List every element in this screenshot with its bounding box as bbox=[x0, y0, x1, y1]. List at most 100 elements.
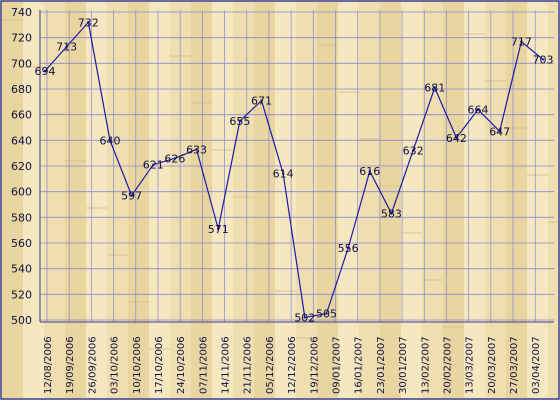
y-tick-label: 520 bbox=[11, 288, 32, 301]
data-point bbox=[87, 21, 90, 24]
data-label: 717 bbox=[511, 36, 532, 49]
data-label: 621 bbox=[143, 159, 164, 172]
wood-plank bbox=[149, 2, 170, 398]
y-tick-label: 560 bbox=[11, 237, 32, 250]
grid-lines bbox=[39, 10, 554, 323]
y-tick-label: 680 bbox=[11, 83, 32, 96]
data-point bbox=[390, 212, 393, 215]
y-tick-label: 700 bbox=[11, 57, 32, 70]
wood-plank bbox=[23, 2, 44, 398]
y-tick-label: 620 bbox=[11, 160, 32, 173]
x-tick-label: 13/03/2007 bbox=[465, 336, 476, 394]
x-tick-label: 10/10/2006 bbox=[132, 336, 143, 394]
wood-plank bbox=[296, 2, 317, 398]
y-tick-label: 720 bbox=[11, 32, 32, 45]
y-tick-label: 600 bbox=[11, 186, 32, 199]
y-tick-label: 640 bbox=[11, 134, 32, 147]
data-point bbox=[455, 136, 458, 139]
data-label: 583 bbox=[381, 207, 402, 220]
data-point bbox=[346, 246, 350, 250]
data-point bbox=[433, 86, 436, 89]
x-tick-label: 09/01/2007 bbox=[332, 336, 343, 394]
x-tick-label: 05/12/2006 bbox=[265, 336, 276, 394]
wood-background bbox=[2, 2, 558, 398]
data-label: 671 bbox=[251, 95, 272, 108]
x-tick-label: 14/11/2006 bbox=[221, 336, 232, 394]
series-polyline bbox=[44, 20, 544, 319]
wood-plank bbox=[359, 2, 380, 398]
x-tick-label: 26/09/2006 bbox=[87, 336, 98, 394]
x-tick-label: 19/09/2006 bbox=[65, 336, 76, 394]
data-label: 703 bbox=[533, 53, 554, 66]
data-point bbox=[476, 108, 480, 111]
series-line bbox=[43, 20, 545, 319]
y-tick-label: 500 bbox=[11, 314, 32, 327]
x-tick-label: 12/12/2006 bbox=[287, 336, 298, 394]
data-point bbox=[195, 148, 198, 151]
y-tick-label: 740 bbox=[11, 6, 32, 19]
data-label: 713 bbox=[56, 41, 77, 54]
wood-plank bbox=[464, 2, 485, 398]
wood-plank bbox=[401, 2, 422, 398]
x-tick-label: 24/10/2006 bbox=[176, 336, 187, 394]
data-point bbox=[173, 157, 177, 160]
wood-plank bbox=[233, 2, 254, 398]
data-point bbox=[217, 227, 220, 231]
x-tick-label: 07/11/2006 bbox=[198, 336, 209, 394]
x-tick-label: 03/04/2007 bbox=[531, 336, 542, 394]
x-axis-ticks: 12/08/2006 19/09/2006 26/09/2006 03/10/2006… bbox=[43, 336, 542, 394]
data-label: 647 bbox=[489, 125, 510, 138]
wood-plank bbox=[65, 2, 86, 398]
data-label: 505 bbox=[316, 308, 337, 321]
data-point bbox=[368, 169, 371, 173]
data-point bbox=[541, 58, 545, 61]
y-tick-label: 540 bbox=[11, 263, 32, 276]
data-label: 642 bbox=[446, 132, 467, 145]
data-point bbox=[260, 99, 263, 102]
wood-plank bbox=[275, 2, 296, 398]
data-label: 616 bbox=[359, 165, 380, 178]
wood-plank bbox=[212, 2, 233, 398]
x-tick-label: 19/12/2006 bbox=[309, 336, 320, 394]
wood-plank bbox=[485, 2, 506, 398]
x-tick-label: 16/01/2007 bbox=[354, 336, 365, 394]
x-tick-label: 21/11/2006 bbox=[243, 336, 254, 394]
data-label: 502 bbox=[294, 311, 315, 324]
wood-plank bbox=[527, 2, 548, 398]
x-tick-label: 20/02/2007 bbox=[442, 336, 453, 394]
x-tick-label: 27/03/2007 bbox=[509, 336, 520, 394]
data-point bbox=[130, 194, 133, 197]
data-point bbox=[325, 312, 328, 315]
wood-plank bbox=[2, 2, 23, 398]
data-point bbox=[281, 172, 285, 175]
data-label: 633 bbox=[186, 143, 207, 156]
data-label: 632 bbox=[403, 145, 424, 158]
wood-plank bbox=[422, 2, 443, 398]
wood-plank bbox=[107, 2, 128, 398]
data-point bbox=[411, 149, 415, 152]
data-label: 664 bbox=[468, 104, 489, 117]
wood-plank bbox=[548, 2, 558, 398]
data-label: 732 bbox=[78, 16, 99, 29]
wood-plank bbox=[506, 2, 527, 398]
data-point bbox=[498, 130, 501, 133]
data-label: 655 bbox=[229, 115, 250, 128]
wood-plank bbox=[191, 2, 212, 398]
data-point bbox=[65, 45, 68, 48]
data-label: 571 bbox=[208, 223, 229, 236]
wood-plank bbox=[443, 2, 464, 398]
y-tick-label: 580 bbox=[11, 211, 32, 224]
y-tick-label: 660 bbox=[11, 109, 32, 122]
data-label: 626 bbox=[164, 152, 185, 165]
wood-plank bbox=[338, 2, 359, 398]
data-point bbox=[152, 163, 155, 166]
x-tick-label: 03/10/2006 bbox=[110, 336, 121, 394]
data-label: 694 bbox=[35, 65, 56, 78]
x-tick-label: 13/02/2007 bbox=[420, 336, 431, 394]
x-tick-label: 12/08/2006 bbox=[43, 336, 54, 394]
data-label: 597 bbox=[121, 190, 142, 203]
y-axis-ticks: 500 520 540 560 580 600 620 640 660 680 700 720 740 bbox=[11, 6, 32, 327]
